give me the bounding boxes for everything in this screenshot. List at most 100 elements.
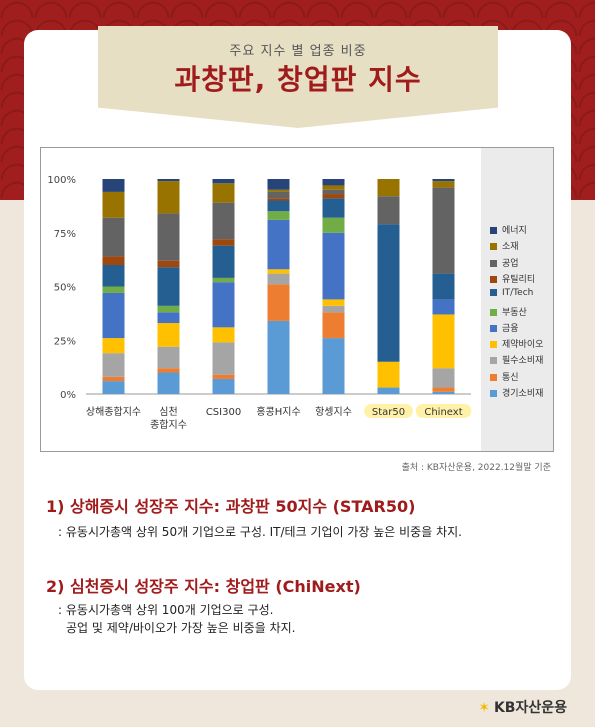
legend-label: 금융 <box>502 323 519 334</box>
legend-label: 필수소비재 <box>502 356 544 367</box>
legend-item: 경기소비재 <box>490 386 543 399</box>
legend-item: 공업 <box>490 256 519 269</box>
bar-segment <box>267 269 290 274</box>
y-tick-label: 25% <box>54 336 76 347</box>
bar-segment <box>267 189 290 192</box>
x-tick-label: 종합지수 <box>150 419 187 431</box>
bar-segment <box>157 312 180 324</box>
bar-segment <box>157 305 180 313</box>
bar-segment <box>377 196 400 225</box>
section-1-heading: 1) 상해증시 성장주 지수: 과창판 50지수 (STAR50) <box>46 497 416 516</box>
bar-segment <box>157 179 180 182</box>
legend-swatch <box>490 341 497 349</box>
legend-swatch <box>490 275 497 283</box>
legend-item: 금융 <box>490 321 519 334</box>
bar-segment <box>102 179 125 192</box>
y-tick-label: 50% <box>54 283 76 294</box>
legend-label: IT/Tech <box>502 288 534 299</box>
bar-segment <box>157 213 180 261</box>
bar-segment <box>157 372 180 394</box>
bar-segment <box>432 391 455 394</box>
bar-segment <box>102 381 125 394</box>
kb-logo-text: KB자산운용 <box>493 700 567 716</box>
x-tick-label: 상해종합지수 <box>86 405 141 418</box>
bar-segment <box>212 282 235 328</box>
legend-swatch <box>490 373 497 381</box>
bar-segment <box>212 245 235 278</box>
bar-segment <box>212 378 235 394</box>
bar-segment <box>212 179 235 184</box>
bar-segment <box>267 219 290 270</box>
bar-segment <box>212 374 235 379</box>
bar-segment <box>432 179 455 182</box>
section-2-body: : 유동시가총액 상위 100개 기업으로 구성. 공업 및 제약/바이오가 가… <box>58 601 295 637</box>
bar-segment <box>377 387 400 394</box>
bar-segment <box>102 338 125 354</box>
bar-segment <box>432 368 455 388</box>
bar-segment <box>322 217 345 233</box>
bar-segment <box>322 185 345 190</box>
kb-star-icon: ✶ <box>478 700 490 716</box>
title-banner <box>98 26 498 128</box>
bar-segment <box>322 305 345 313</box>
bar-segment <box>377 179 400 197</box>
bar-segment <box>322 179 345 186</box>
bar-segment <box>432 273 455 300</box>
bar-segment <box>322 189 345 195</box>
legend-label: 공업 <box>502 258 519 269</box>
bar-segment <box>212 239 235 246</box>
x-tick-label: 항셍지수 <box>315 406 352 418</box>
legend-item: 통신 <box>490 370 519 383</box>
bar-segment <box>267 191 290 199</box>
legend-item: 부동산 <box>490 305 527 318</box>
legend-item: 소재 <box>490 239 519 252</box>
section-2-heading: 2) 심천증시 성장주 지수: 창업판 (ChiNext) <box>46 577 361 596</box>
x-tick-label: 심천 <box>159 406 177 418</box>
bar-segment <box>432 181 455 188</box>
bar-segment <box>322 232 345 300</box>
bar-segment <box>212 183 235 203</box>
legend-label: 에너지 <box>502 226 527 236</box>
section-1-body: : 유동시가총액 상위 50개 기업으로 구성. IT/테크 기업이 가장 높은… <box>58 523 462 541</box>
x-tick-label: Chinext <box>424 407 462 418</box>
y-tick-label: 75% <box>54 229 76 240</box>
legend-swatch <box>490 390 497 397</box>
legend-item: 제약바이오 <box>490 337 543 350</box>
legend-label: 경기소비재 <box>502 389 544 399</box>
x-tick-label: CSI300 <box>206 407 241 418</box>
bar-segment <box>432 387 455 392</box>
bar-segment <box>102 265 125 287</box>
bar-segment <box>267 320 290 394</box>
bar-segment <box>212 342 235 375</box>
bar-segment <box>267 198 290 201</box>
legend-item: 에너지 <box>490 223 527 236</box>
section-2-line-1: : 유동시가총액 상위 100개 기업으로 구성. <box>58 603 274 617</box>
x-tick-label: 홍콩H지수 <box>256 405 300 418</box>
x-tick-label: Star50 <box>372 407 405 418</box>
bar-segment <box>377 361 400 388</box>
bar-segment <box>157 323 180 347</box>
chart-legend: 에너지 소재 공업 유틸리티 IT/Tech 부동산 금융 제약바이오 필수소비재 통신 경기소비재 <box>481 148 553 451</box>
legend-label: 통신 <box>502 372 519 383</box>
legend-swatch <box>490 227 497 234</box>
page-subtitle: 주요 지수 별 업종 비중 <box>229 44 367 59</box>
bar-segment <box>267 179 290 190</box>
legend-label: 제약바이오 <box>502 340 544 351</box>
legend-swatch <box>490 308 497 316</box>
bar-segment <box>432 187 455 274</box>
bar-segment <box>432 299 455 315</box>
bar-segment <box>322 194 345 199</box>
bar-segment <box>157 181 180 214</box>
bar-segment <box>157 368 180 373</box>
legend-swatch <box>490 357 497 365</box>
bar-segment <box>322 299 345 306</box>
bar-segment <box>157 260 180 268</box>
kb-logo: ✶ KB자산운용 <box>478 697 567 717</box>
bar-segment <box>102 353 125 377</box>
bar-segment <box>322 338 345 394</box>
bar-segment <box>267 284 290 321</box>
source-note: 출처 : KB자산운용, 2022.12월말 기준 <box>401 463 551 473</box>
bar-segment <box>267 273 290 285</box>
bar-segment <box>322 312 345 339</box>
